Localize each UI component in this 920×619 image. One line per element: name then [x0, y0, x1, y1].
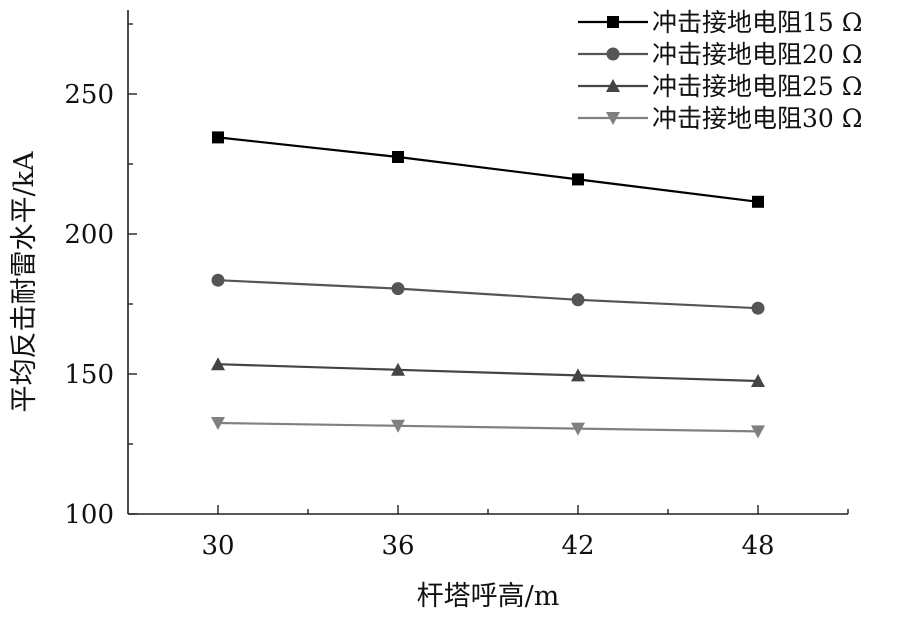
legend-swatch-marker [606, 112, 620, 125]
legend-entry: 冲击接地电阻20 Ω [578, 40, 863, 69]
data-point [391, 362, 405, 376]
data-point [391, 282, 405, 296]
legend-swatch-marker [607, 16, 619, 28]
series-line [217, 136, 759, 203]
y-tick-label: 150 [64, 360, 114, 390]
data-point [751, 374, 765, 387]
series-2 [211, 273, 765, 315]
legend-label: 冲击接地电阻25 Ω [652, 72, 863, 101]
legend-entry: 冲击接地电阻15 Ω [578, 8, 863, 37]
y-tick-label: 200 [64, 220, 114, 250]
x-tick-label: 36 [381, 531, 414, 561]
series-4 [211, 417, 765, 439]
series-layer [211, 131, 765, 439]
y-tick-label: 250 [64, 80, 114, 110]
legend-entry: 冲击接地电阻30 Ω [578, 104, 863, 133]
y-tick-label: 100 [64, 500, 114, 530]
data-point [572, 173, 584, 186]
data-point [751, 425, 765, 439]
series-1 [212, 131, 764, 208]
axes: 100 150 200 250 30 36 42 48 [64, 10, 849, 561]
x-axis-title: 杆塔呼高/m [417, 581, 560, 612]
legend-entry: 冲击接地电阻25 Ω [578, 72, 863, 101]
data-point [571, 422, 585, 436]
y-axis-title: 平均反击耐雷水平/kA [9, 151, 40, 412]
data-point [571, 368, 585, 382]
series-line [217, 279, 759, 310]
data-point [391, 419, 405, 433]
data-point [211, 273, 225, 287]
legend-label: 冲击接地电阻30 Ω [652, 104, 863, 133]
data-point [212, 131, 224, 144]
series-line [217, 421, 759, 433]
legend: 冲击接地电阻15 Ω 冲击接地电阻20 Ω 冲击接地电阻25 Ω 冲击接地电阻30 Ω [578, 8, 863, 133]
legend-label: 冲击接地电阻15 Ω [652, 8, 863, 37]
data-point [752, 195, 764, 208]
data-point [392, 151, 404, 163]
series-3 [211, 357, 765, 387]
legend-label: 冲击接地电阻20 Ω [652, 40, 863, 69]
data-point [211, 357, 225, 371]
data-point [571, 293, 585, 307]
data-point [751, 301, 765, 315]
x-tick-label: 48 [741, 531, 774, 561]
series-line [217, 363, 759, 383]
data-point [211, 417, 225, 430]
x-tick-label: 30 [201, 531, 234, 561]
x-tick-label: 42 [561, 531, 594, 561]
legend-swatch-marker [606, 79, 620, 92]
legend-swatch-marker [606, 47, 620, 61]
